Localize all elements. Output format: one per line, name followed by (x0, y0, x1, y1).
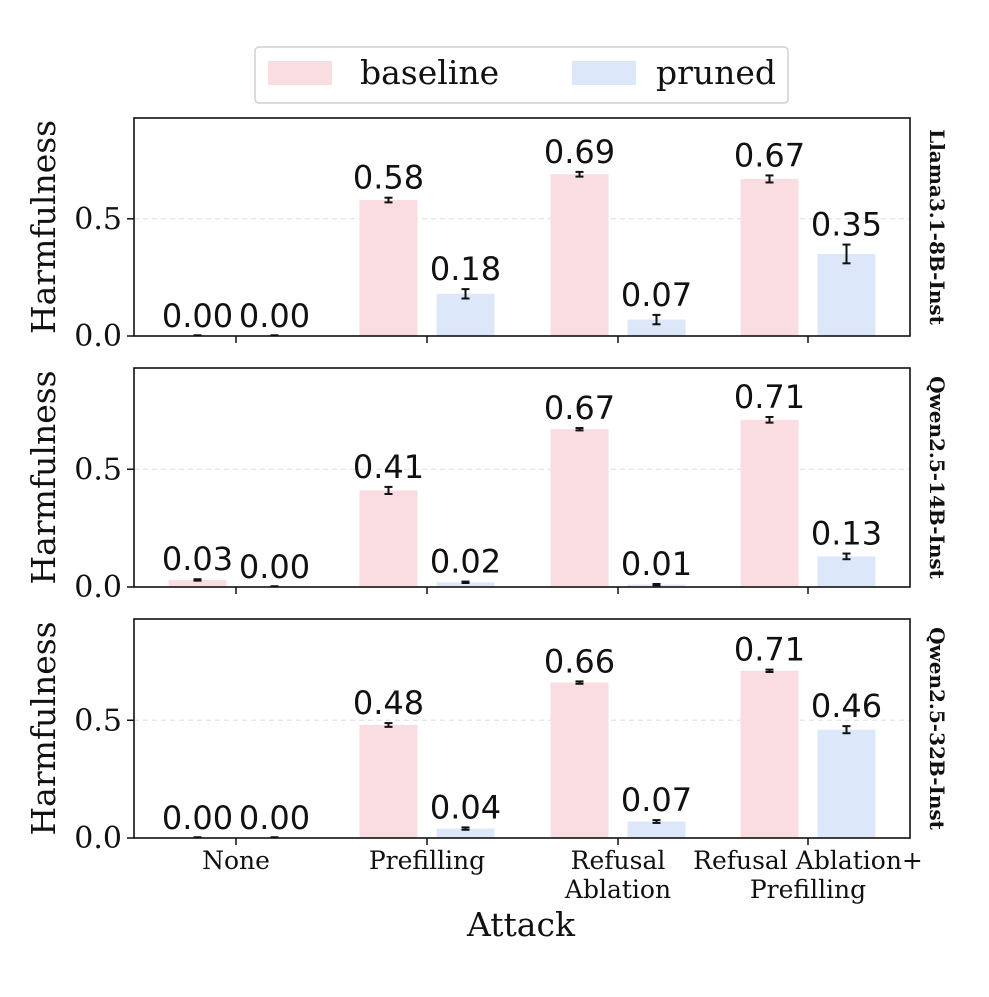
bar-value-label: 0.18 (430, 250, 501, 288)
y-tick-label: 0.0 (74, 821, 122, 856)
bar-value-label: 0.00 (162, 799, 233, 837)
bar-baseline (550, 429, 609, 587)
x-tick-label: Ablation (564, 875, 671, 904)
legend-swatch-pruned (572, 61, 636, 85)
bar-value-label: 0.00 (162, 297, 233, 335)
bar-baseline (359, 200, 418, 336)
bar-value-label: 0.07 (621, 276, 692, 314)
y-axis-label: Harmfulness (24, 370, 63, 584)
bar-baseline (550, 682, 609, 838)
y-axis-label: Harmfulness (24, 120, 63, 334)
model-label: Llama3.1-8B-Inst (925, 129, 949, 325)
bar-value-label: 0.00 (239, 799, 310, 837)
x-tick-label: Prefilling (750, 875, 866, 904)
bar-value-label: 0.00 (239, 548, 310, 586)
legend-box (254, 46, 789, 104)
bar-value-label: 0.67 (734, 136, 805, 174)
bar-pruned (817, 556, 876, 587)
bar-value-label: 0.69 (544, 133, 615, 171)
x-tick-label: Refusal Ablation+ (693, 846, 923, 875)
legend-swatch-baseline (268, 61, 332, 85)
bar-baseline (740, 670, 799, 838)
legend-label-baseline: baseline (360, 53, 499, 92)
bar-value-label: 0.02 (430, 543, 501, 581)
bar-value-label: 0.01 (621, 545, 692, 583)
bar-pruned (817, 729, 876, 838)
bar-value-label: 0.46 (811, 687, 882, 725)
bar-pruned (627, 821, 686, 838)
y-tick-label: 0.0 (74, 319, 122, 354)
bar-value-label: 0.04 (430, 788, 501, 826)
x-axis-label: Attack (466, 905, 576, 944)
bar-pruned (817, 253, 876, 336)
axes-frame (133, 367, 911, 588)
axes-frame (133, 618, 911, 839)
bar-baseline (740, 178, 799, 336)
bar-value-label: 0.58 (353, 159, 424, 197)
bar-pruned (436, 828, 495, 838)
bar-baseline (168, 579, 227, 587)
bar-value-label: 0.00 (239, 297, 310, 335)
bar-value-label: 0.03 (162, 540, 233, 578)
y-tick-label: 0.5 (74, 703, 122, 738)
y-tick-label: 0.5 (74, 452, 122, 487)
bar-baseline (359, 724, 418, 838)
y-tick-label: 0.5 (74, 202, 122, 237)
bar-pruned (436, 582, 495, 587)
legend-label-pruned: pruned (656, 53, 776, 92)
bar-value-label: 0.07 (621, 781, 692, 819)
y-axis-label: Harmfulness (24, 621, 63, 835)
bar-value-label: 0.66 (544, 642, 615, 680)
bar-value-label: 0.71 (734, 631, 805, 669)
model-label: Qwen2.5-14B-Inst (925, 376, 949, 580)
x-tick-label: None (202, 846, 270, 875)
x-tick-label: Prefilling (369, 846, 485, 875)
bar-value-label: 0.41 (353, 448, 424, 486)
bar-baseline (550, 174, 609, 336)
bar-value-label: 0.71 (734, 378, 805, 416)
bar-value-label: 0.67 (544, 389, 615, 427)
bar-value-label: 0.13 (811, 515, 882, 553)
model-label: Qwen2.5-32B-Inst (925, 627, 949, 831)
y-tick-label: 0.0 (74, 570, 122, 605)
bar-value-label: 0.48 (353, 684, 424, 722)
x-tick-label: Refusal (571, 846, 666, 875)
bar-pruned (627, 319, 686, 336)
bar-baseline (740, 419, 799, 587)
bar-value-label: 0.35 (811, 206, 882, 244)
axes-frame (133, 117, 911, 337)
bar-pruned (436, 293, 495, 336)
bar-baseline (359, 490, 418, 587)
